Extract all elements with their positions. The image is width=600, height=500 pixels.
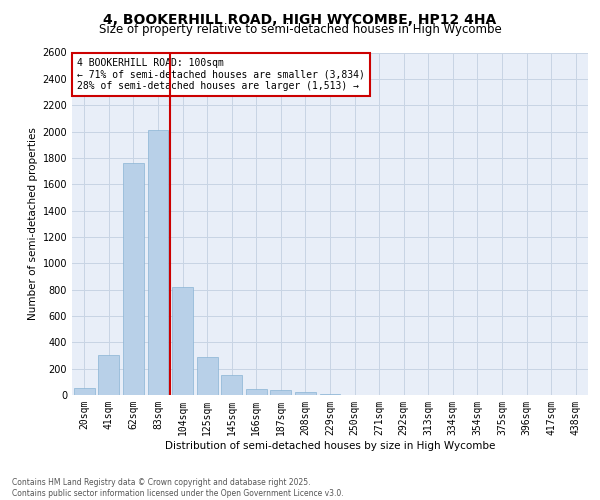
Bar [98, 356, 119, 395]
Bar [123, 163, 144, 395]
X-axis label: Distribution of semi-detached houses by size in High Wycombe: Distribution of semi-detached houses by … [165, 440, 495, 450]
Y-axis label: Number of semi-detached properties: Number of semi-detached properties [28, 128, 38, 320]
Bar [74, 388, 95, 395]
Text: Size of property relative to semi-detached houses in High Wycombe: Size of property relative to semi-detach… [98, 22, 502, 36]
Bar [271, 390, 292, 395]
Bar [320, 394, 340, 395]
Text: 4 BOOKERHILL ROAD: 100sqm
← 71% of semi-detached houses are smaller (3,834)
28% : 4 BOOKERHILL ROAD: 100sqm ← 71% of semi-… [77, 58, 365, 91]
Bar [172, 287, 193, 395]
Bar [246, 389, 267, 395]
Text: Contains HM Land Registry data © Crown copyright and database right 2025.
Contai: Contains HM Land Registry data © Crown c… [12, 478, 344, 498]
Bar [221, 374, 242, 395]
Bar [197, 357, 218, 395]
Text: 4, BOOKERHILL ROAD, HIGH WYCOMBE, HP12 4HA: 4, BOOKERHILL ROAD, HIGH WYCOMBE, HP12 4… [103, 12, 497, 26]
Bar [295, 392, 316, 395]
Bar [148, 130, 169, 395]
